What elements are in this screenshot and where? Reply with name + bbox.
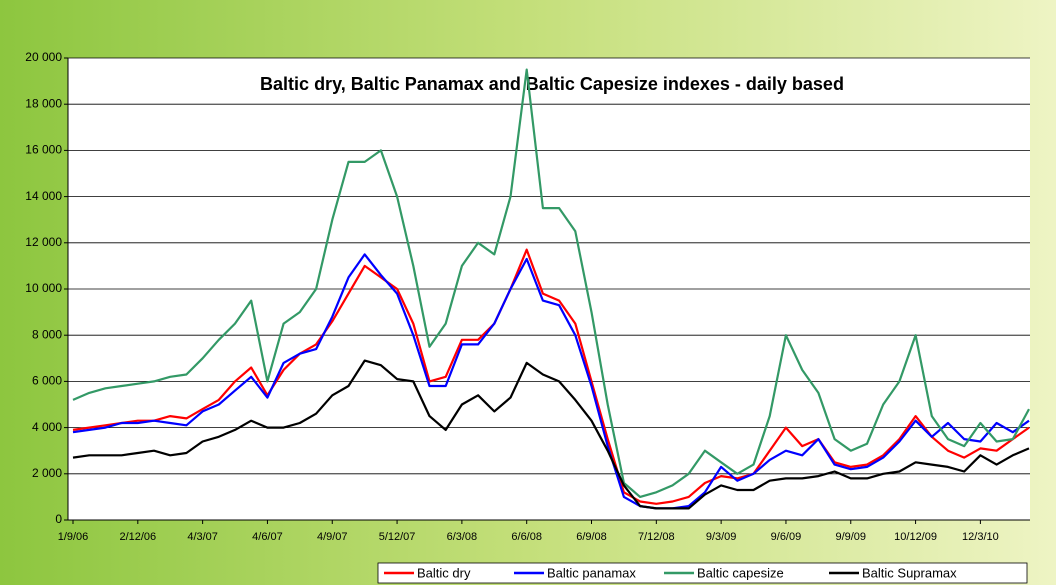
legend-label: Baltic Supramax <box>862 565 957 580</box>
x-tick-label: 9/9/09 <box>835 531 866 543</box>
y-tick-label: 0 <box>55 512 62 526</box>
y-tick-label: 18 000 <box>25 96 62 110</box>
x-tick-label: 1/9/06 <box>58 531 89 543</box>
series-line <box>72 248 1030 505</box>
y-tick-label: 20 000 <box>25 50 62 64</box>
x-tick-label: 6/6/08 <box>511 531 542 543</box>
x-tick-label: 6/3/08 <box>447 531 478 543</box>
legend-box <box>377 562 1028 584</box>
y-tick-label: 4 000 <box>32 420 62 434</box>
x-tick-label: 9/6/09 <box>771 531 802 543</box>
y-tick-label: 12 000 <box>25 235 62 249</box>
x-tick-label: 6/9/08 <box>576 531 607 543</box>
x-tick-label: 4/6/07 <box>252 531 283 543</box>
x-tick-label: 7/12/08 <box>638 531 675 543</box>
legend-label: Baltic dry <box>417 565 471 580</box>
y-tick-label: 6 000 <box>32 374 62 388</box>
series-line <box>72 68 1030 498</box>
x-tick-label: 5/12/07 <box>379 531 416 543</box>
x-tick-label: 4/9/07 <box>317 531 348 543</box>
x-tick-label: 12/3/10 <box>962 531 999 543</box>
x-tick-label: 9/3/09 <box>706 531 737 543</box>
series-line <box>72 359 1030 510</box>
x-tick-label: 10/12/09 <box>894 531 937 543</box>
y-tick-label: 10 000 <box>25 281 62 295</box>
y-tick-label: 16 000 <box>25 143 62 157</box>
x-tick-label: 4/3/07 <box>187 531 218 543</box>
x-tick-label: 2/12/06 <box>119 531 156 543</box>
chart-title: Baltic dry, Baltic Panamax and Baltic Ca… <box>260 74 844 94</box>
y-tick-label: 14 000 <box>25 189 62 203</box>
legend-label: Baltic panamax <box>547 565 636 580</box>
y-tick-label: 8 000 <box>32 327 62 341</box>
y-tick-label: 2 000 <box>32 466 62 480</box>
series-line <box>72 253 1030 510</box>
legend-label: Baltic capesize <box>697 565 784 580</box>
